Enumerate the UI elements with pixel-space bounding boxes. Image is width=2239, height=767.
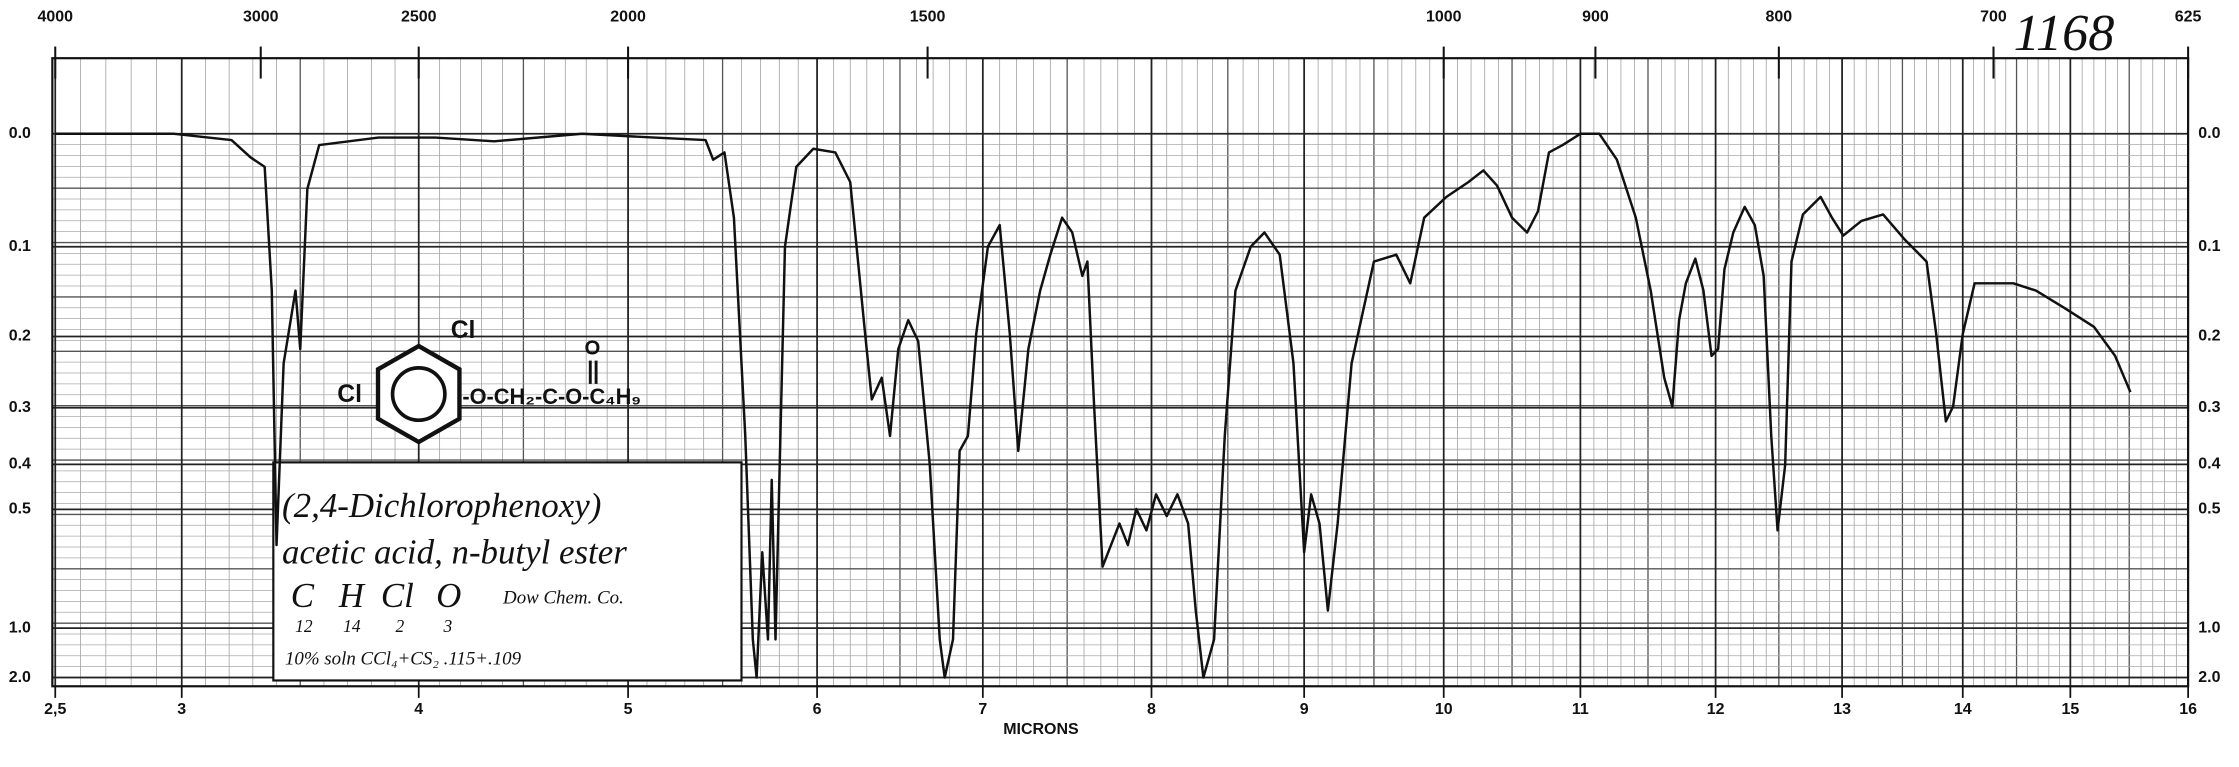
x-axis-label: MICRONS bbox=[1003, 721, 1079, 738]
x-tick-label: 16 bbox=[2179, 701, 2197, 718]
x-tick-label: 13 bbox=[1833, 701, 1851, 718]
compound-name: acetic acid, n-butyl ester bbox=[282, 532, 627, 571]
spectrum-line bbox=[55, 132, 2132, 679]
compound-name: (2,4-Dichlorophenoxy) bbox=[282, 486, 601, 525]
formula-subscript: 14 bbox=[343, 616, 361, 636]
structure: Cl Cl -O-CH₂-C-O-C₄H₉ O bbox=[337, 317, 641, 445]
x2-tick-label: 625 bbox=[2175, 9, 2202, 26]
y-tick-label: 2.0 bbox=[9, 669, 31, 686]
y2-tick-label: 1.0 bbox=[2198, 619, 2220, 636]
chart-title: 1168 bbox=[2014, 4, 2115, 62]
formula-atom: C bbox=[291, 576, 315, 615]
substituent: Cl bbox=[337, 381, 362, 408]
x-tick-label: 15 bbox=[2061, 701, 2079, 718]
y-tick-label: 0.5 bbox=[9, 501, 31, 518]
formula-subscript: 3 bbox=[442, 616, 452, 636]
solution: 10% soln CCl₄+CS₂ .115+.109 bbox=[285, 648, 522, 669]
x2-tick-label: 2500 bbox=[401, 9, 437, 26]
x-tick-label: 7 bbox=[978, 701, 987, 718]
x2-tick-label: 700 bbox=[1980, 9, 2007, 26]
y-tick-label: 1.0 bbox=[9, 619, 31, 636]
y2-tick-label: 0.4 bbox=[2198, 456, 2220, 473]
y2-tick-label: 0.5 bbox=[2198, 501, 2220, 518]
x2-tick-label: 900 bbox=[1582, 9, 1609, 26]
x-tick-label: 10 bbox=[1435, 701, 1453, 718]
x2-tick-label: 4000 bbox=[37, 9, 73, 26]
x2-tick-label: 2000 bbox=[610, 9, 646, 26]
curve-layer bbox=[55, 132, 2132, 679]
x2-tick-label: 3000 bbox=[243, 9, 279, 26]
chain: -O-CH₂-C-O-C₄H₉ bbox=[462, 384, 641, 409]
x2-tick-label: 800 bbox=[1766, 9, 1793, 26]
x-tick-label: 8 bbox=[1147, 701, 1156, 718]
formula-atom: O bbox=[436, 576, 461, 615]
benzene-ring bbox=[375, 343, 462, 445]
y-tick-label: 0.1 bbox=[9, 238, 31, 255]
label-box: (2,4-Dichlorophenoxy) acetic acid, n-but… bbox=[272, 461, 743, 682]
y2-tick-label: 0.3 bbox=[2198, 399, 2220, 416]
formula-subscript: 12 bbox=[295, 616, 313, 636]
plot-frame bbox=[51, 57, 2190, 688]
x-tick-label: 2,5 bbox=[44, 701, 66, 718]
x-tick-label: 3 bbox=[177, 701, 186, 718]
x2-tick-label: 1500 bbox=[910, 9, 946, 26]
formula-atom: H bbox=[338, 576, 366, 615]
formula-atom: Cl bbox=[381, 576, 414, 615]
x-tick-label: 9 bbox=[1300, 701, 1309, 718]
label-box-frame bbox=[272, 461, 743, 682]
y-tick-label: 0.3 bbox=[9, 399, 31, 416]
formula-subscript: 2 bbox=[395, 616, 404, 636]
x-tick-label: 5 bbox=[624, 701, 633, 718]
x-tick-label: 11 bbox=[1572, 701, 1589, 718]
aromatic-circle bbox=[390, 366, 447, 423]
x-tick-label: 14 bbox=[1954, 701, 1972, 718]
x2-tick-label: 1000 bbox=[1426, 9, 1462, 26]
y2-tick-label: 2.0 bbox=[2198, 669, 2220, 686]
source: Dow Chem. Co. bbox=[502, 587, 624, 608]
carbonyl: O bbox=[584, 337, 600, 359]
y-tick-label: 0.0 bbox=[9, 125, 31, 142]
y2-tick-label: 0.1 bbox=[2198, 238, 2220, 255]
x-tick-label: 6 bbox=[813, 701, 822, 718]
y-tick-label: 0.2 bbox=[9, 328, 31, 345]
axes: 0.0 0.0 0.1 0.1 0.2 0.2 0.3 0.3 0.4 0.4 0.5 0.5 1.0 1… bbox=[9, 9, 2221, 718]
x-tick-label: 12 bbox=[1707, 701, 1725, 718]
y2-tick-label: 0.0 bbox=[2198, 125, 2220, 142]
substituent: Cl bbox=[451, 317, 476, 344]
y2-tick-label: 0.2 bbox=[2198, 328, 2220, 345]
x-tick-label: 4 bbox=[414, 701, 423, 718]
y-tick-label: 0.4 bbox=[9, 456, 31, 473]
